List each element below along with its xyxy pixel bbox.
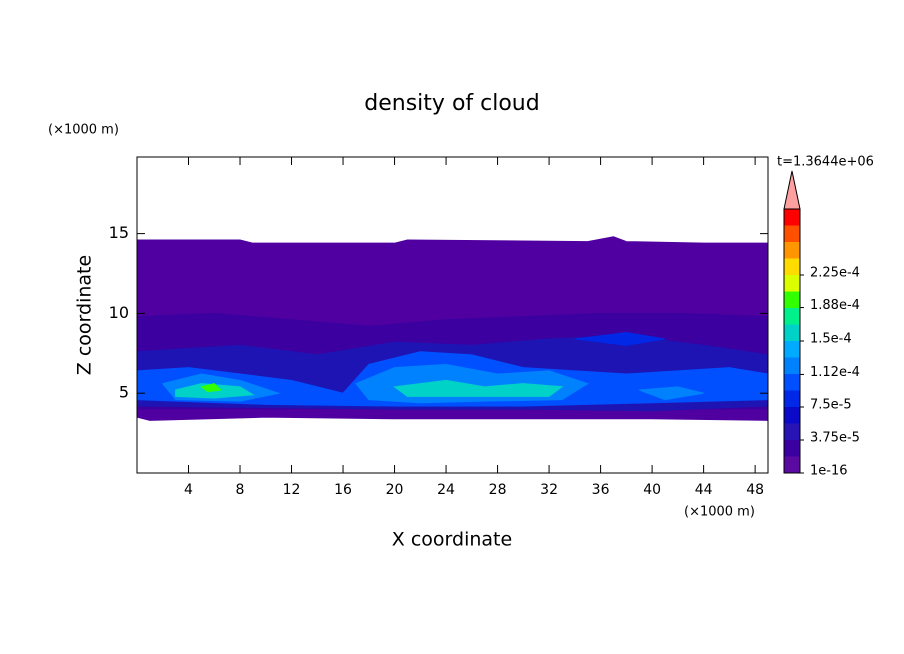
colorbar-label: 3.75e-5 <box>810 431 860 446</box>
x-tick-label: 44 <box>695 482 713 498</box>
y-tick-label: 5 <box>119 383 129 402</box>
y-axis-label: Z coordinate <box>74 255 96 375</box>
x-tick-label: 36 <box>592 482 610 498</box>
x-tick-label: 12 <box>283 482 301 498</box>
colorbar-box <box>784 374 800 391</box>
colorbar-box <box>784 308 800 325</box>
x-tick-label: 4 <box>184 482 193 498</box>
colorbar-box <box>784 423 800 440</box>
colorbar-label: 2.25e-4 <box>810 266 860 281</box>
colorbar-box <box>784 407 800 424</box>
contour-region <box>200 383 222 393</box>
x-tick-label: 16 <box>334 482 352 498</box>
x-tick-label: 40 <box>643 482 661 498</box>
colorbar-box <box>784 456 800 473</box>
colorbar-extend <box>783 170 801 210</box>
colorbar-label: 1.12e-4 <box>810 365 860 380</box>
x-axis-label: X coordinate <box>392 529 512 551</box>
colorbar-label: 1.5e-4 <box>810 332 852 347</box>
y-unit: (×1000 m) <box>48 123 119 138</box>
x-tick-label: 48 <box>746 482 764 498</box>
colorbar-box <box>784 275 800 292</box>
contour-region <box>639 386 704 401</box>
colorbar-box <box>784 225 800 242</box>
plot-frame <box>136 156 769 474</box>
colorbar-box <box>784 341 800 358</box>
colorbar-box <box>784 209 800 226</box>
colorbar-label: 1.88e-4 <box>810 298 860 313</box>
x-tick-label: 28 <box>489 482 507 498</box>
colorbar-box <box>784 357 800 374</box>
colorbar-box <box>784 258 800 275</box>
colorbar-box <box>784 291 800 308</box>
x-tick-label: 24 <box>437 482 455 498</box>
colorbar-box <box>784 440 800 457</box>
contour-region <box>574 332 666 346</box>
chart-title: density of cloud <box>364 91 539 116</box>
colorbar-label: 7.5e-5 <box>810 398 852 413</box>
time-label: t=1.3644e+06 <box>777 155 874 170</box>
x-tick-label: 8 <box>236 482 245 498</box>
x-tick-label: 32 <box>540 482 558 498</box>
y-tick-label: 15 <box>109 223 129 242</box>
colorbar-box <box>784 324 800 341</box>
x-unit: (×1000 m) <box>684 505 755 520</box>
y-tick-label: 10 <box>109 303 129 322</box>
colorbar-box <box>784 390 800 407</box>
colorbar-box <box>784 242 800 259</box>
colorbar-label: 1e-16 <box>810 464 848 479</box>
x-tick-label: 20 <box>386 482 404 498</box>
contour-region <box>393 379 564 397</box>
